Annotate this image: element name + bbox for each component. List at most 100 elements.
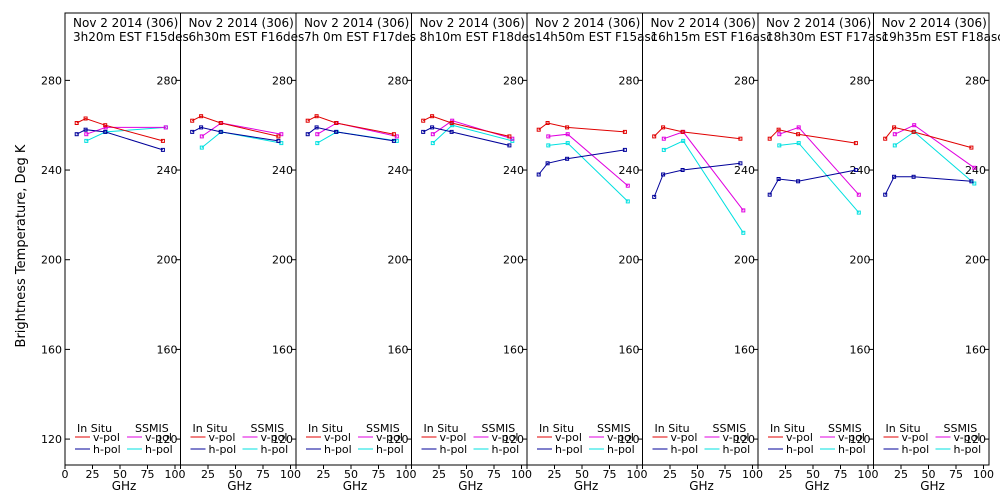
series-insitu-hpol-point [334, 129, 339, 134]
series-insitu-hpol-point [74, 132, 79, 137]
y-tick-label: 280 [850, 74, 871, 87]
series-insitu-hpol-point [507, 143, 512, 148]
series-ssmis-vpol [86, 126, 166, 135]
series-insitu-vpol-point [911, 129, 916, 134]
series-ssmis-hpol-point [546, 143, 551, 148]
series-insitu-hpol-point [680, 168, 685, 172]
series-insitu-vpol-point [622, 129, 627, 134]
series-insitu-hpol-point [430, 125, 435, 130]
series-insitu-hpol-point [892, 174, 897, 179]
legend-title-ssmis: SSMIS [366, 422, 400, 435]
y-tick-label: 160 [734, 343, 755, 356]
x-tick-label: 75 [949, 468, 963, 481]
legend-label: v-pol [145, 431, 172, 444]
x-axis-label: GHz [920, 479, 945, 493]
panel-3: Nov 2 2014 (306)7h 0m EST F17des 120 160 20… [295, 12, 417, 493]
legend-title-insitu: In Situ [77, 422, 112, 435]
series-insitu-vpol-point [160, 138, 165, 143]
y-tick-label: 240 [965, 164, 986, 177]
series-ssmis-hpol-point [625, 199, 630, 204]
series-insitu-vpol [76, 117, 164, 142]
series-insitu-vpol-point [536, 127, 541, 132]
legend-label: h-pol [261, 443, 289, 456]
series-insitu-vpol-point [314, 114, 319, 119]
series-insitu-hpol-point [796, 179, 801, 184]
x-tick-label: 25 [432, 468, 446, 481]
y-tick-label: 200 [272, 254, 293, 267]
y-tick-label: 160 [850, 343, 871, 356]
legend-label: v-pol [261, 431, 288, 444]
series-ssmis-vpol-point [103, 125, 108, 130]
series-insitu-vpol [653, 126, 741, 140]
x-tick-label: 25 [201, 468, 215, 481]
legend-label: h-pol [954, 443, 982, 456]
legend-title-ssmis: SSMIS [482, 422, 516, 435]
x-axis-label: GHz [112, 479, 137, 493]
series-insitu-hpol-point [160, 147, 165, 152]
panel-title-time: 6h30m EST F16des [189, 30, 305, 44]
panel-title-time: 16h15m EST F16asc [651, 30, 773, 44]
panel-title-time: 8h10m EST F18des [420, 30, 536, 44]
legend-label: v-pol [324, 431, 351, 444]
y-tick-label: 240 [734, 164, 755, 177]
series-ssmis-vpol-point [661, 136, 666, 141]
series-ssmis-vpol [317, 122, 397, 137]
panel-title-time: 19h35m EST F18asc [882, 30, 1000, 44]
series-insitu-hpol-point [276, 138, 281, 143]
series-insitu-hpol-point [545, 161, 550, 166]
x-tick-label: 75 [718, 468, 732, 481]
series-insitu-hpol-point [314, 125, 319, 130]
series-insitu-hpol [769, 169, 856, 195]
legend-label: v-pol [954, 431, 981, 444]
x-tick-label: 50 [344, 468, 358, 481]
series-insitu-hpol-point [767, 192, 772, 197]
legend-label: h-pol [786, 443, 814, 456]
x-tick-label: 100 [165, 468, 186, 481]
series-ssmis-vpol-point [741, 208, 746, 213]
y-tick-label: 200 [503, 254, 524, 267]
series-ssmis-vpol-point [450, 118, 455, 123]
y-tick-label: 240 [157, 164, 178, 177]
y-tick-label: 120 [503, 433, 524, 446]
series-ssmis-hpol-point [741, 230, 746, 235]
series-insitu-vpol-point [892, 125, 897, 130]
legend-title-ssmis: SSMIS [713, 422, 747, 435]
series-insitu-vpol-point [391, 132, 396, 137]
y-tick-label: 200 [388, 254, 409, 267]
x-tick-label: 50 [922, 468, 936, 481]
legend-label: v-pol [555, 431, 582, 444]
y-tick-label: 160 [503, 343, 524, 356]
x-tick-label: 75 [487, 468, 501, 481]
x-tick-label: 75 [372, 468, 386, 481]
legend-title-ssmis: SSMIS [828, 422, 862, 435]
series-ssmis-hpol [663, 140, 744, 234]
series-insitu-vpol-point [276, 134, 281, 139]
legend-label: h-pol [145, 443, 173, 456]
series-ssmis-vpol [548, 133, 629, 187]
x-tick-label: 50 [575, 468, 589, 481]
panel-title-date: Nov 2 2014 (306) [73, 16, 178, 30]
series-insitu-vpol-point [661, 125, 666, 130]
series-insitu-vpol-point [334, 121, 339, 125]
series-insitu-vpol-point [83, 116, 88, 121]
legend-label: h-pol [492, 443, 520, 456]
series-ssmis-vpol-point [315, 132, 320, 137]
x-tick-label: 25 [779, 468, 793, 481]
series-ssmis-vpol-point [546, 134, 551, 139]
y-tick-label: 280 [388, 74, 409, 87]
series-ssmis-vpol-point [394, 134, 399, 139]
series-ssmis-hpol-point [315, 141, 320, 146]
x-axis-label: GHz [689, 479, 714, 493]
series-ssmis-hpol-point [84, 138, 89, 143]
series-insitu-hpol-point [565, 156, 570, 161]
series-insitu-vpol-point [969, 145, 974, 150]
legend-label: h-pol [93, 443, 121, 456]
legend-title-insitu: In Situ [424, 422, 459, 435]
y-tick-label: 160 [388, 343, 409, 356]
legend-label: v-pol [93, 431, 120, 444]
y-tick-label: 240 [619, 164, 640, 177]
panel-title-date: Nov 2 2014 (306) [189, 16, 294, 30]
panel-title-date: Nov 2 2014 (306) [882, 16, 987, 30]
legend-label: v-pol [838, 431, 865, 444]
